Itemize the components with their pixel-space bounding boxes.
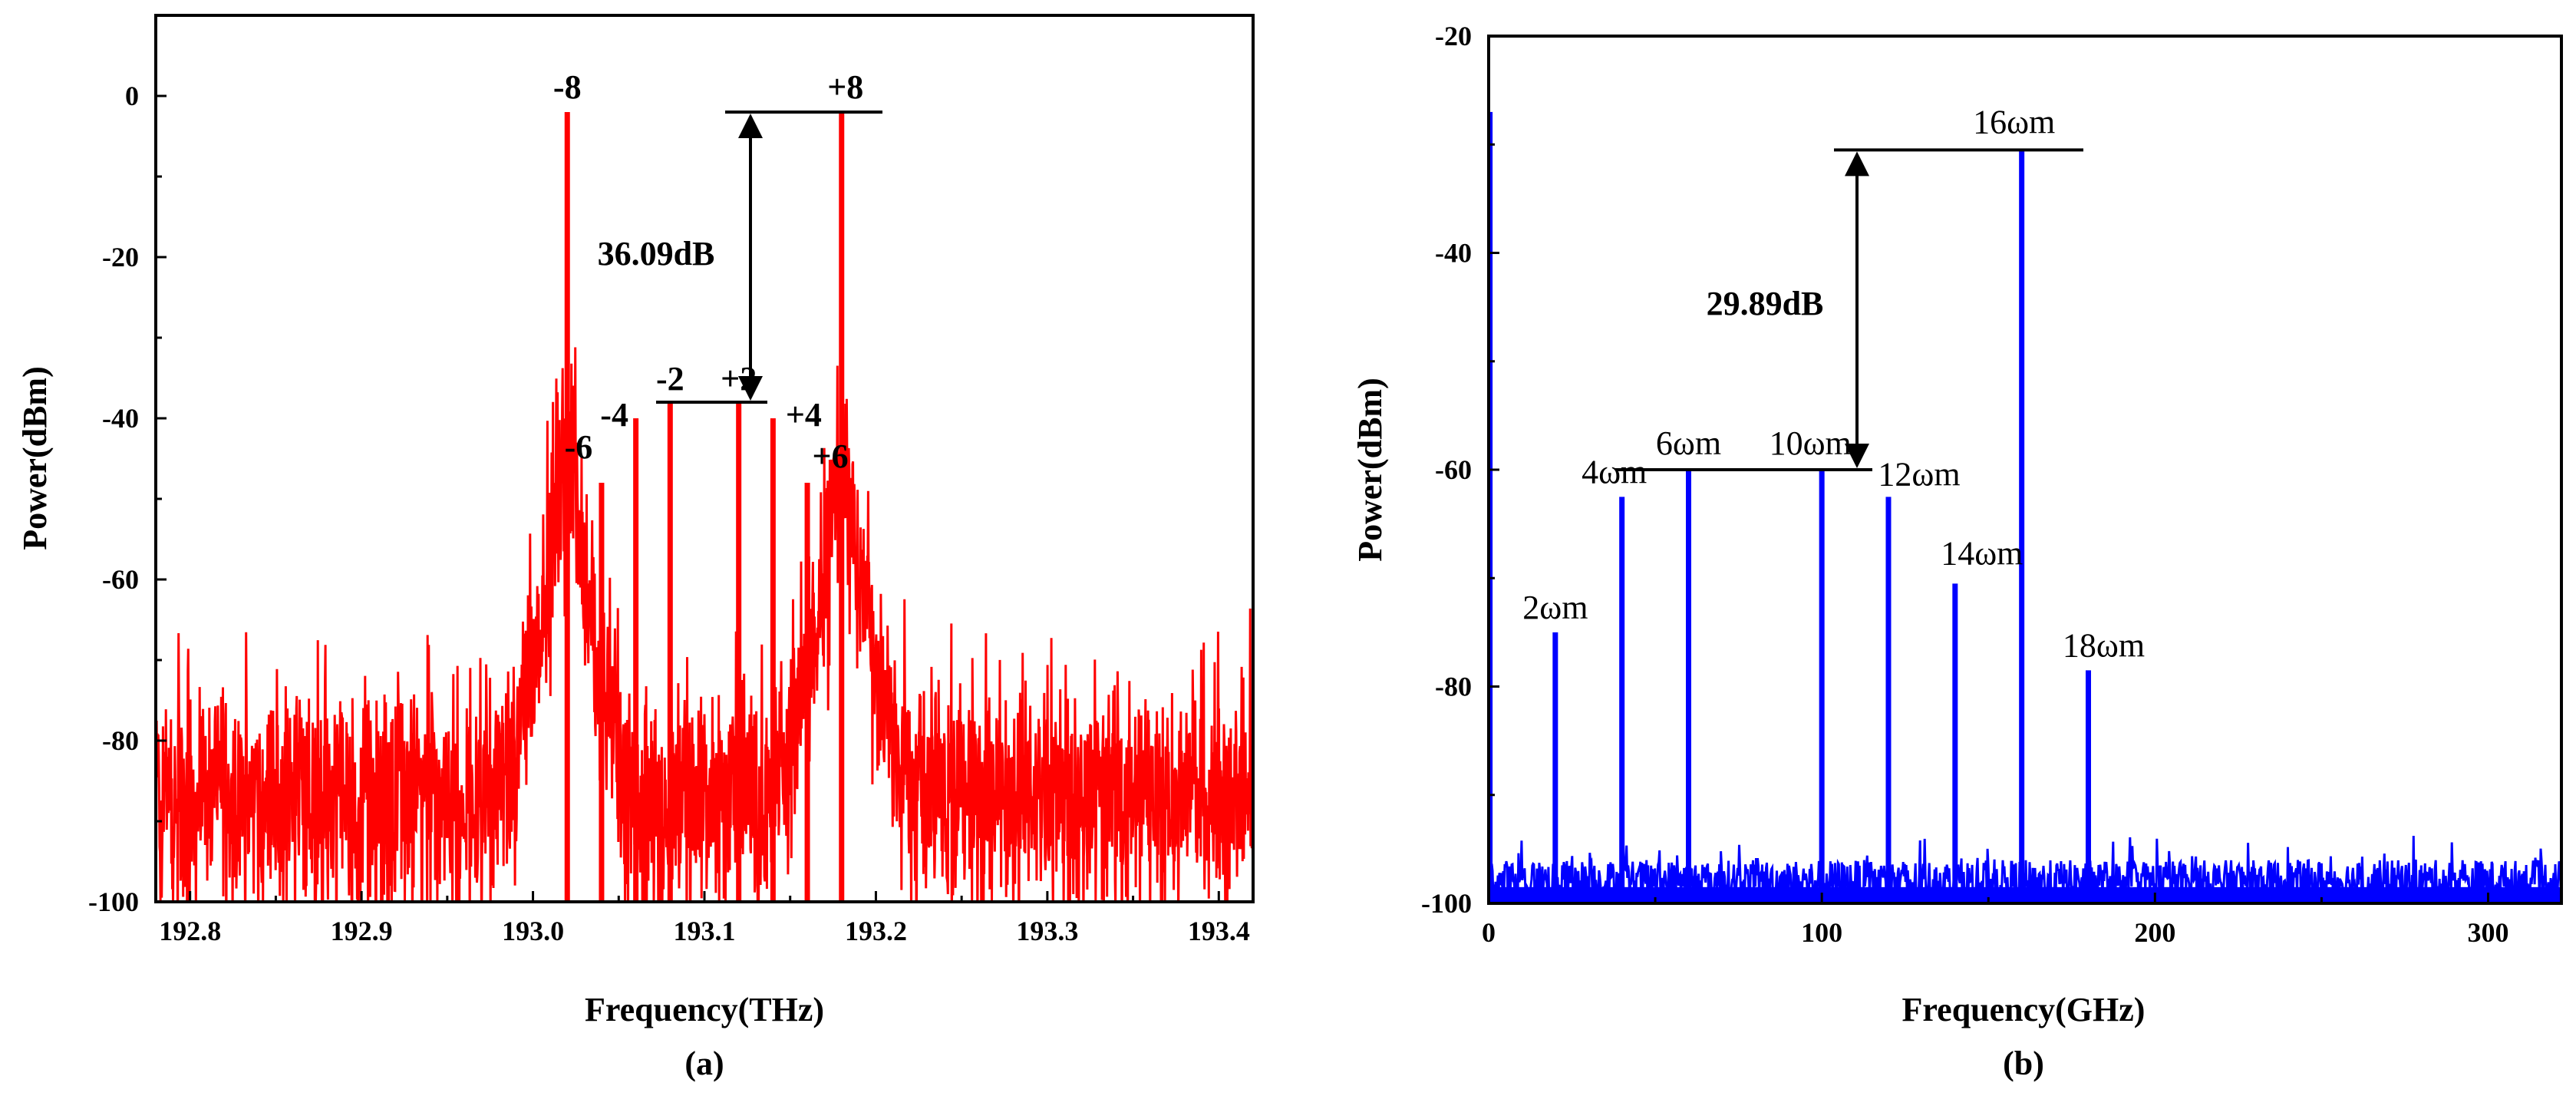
y-tick-label: -100 [88, 886, 139, 917]
y-tick-label: -60 [1435, 454, 1472, 485]
panel-b-y-axis-title: Power(dBm) [1351, 378, 1389, 562]
panel-b-peak-label: 12ωm [1878, 455, 1960, 493]
panel-b-floor-fill [1489, 886, 2561, 903]
x-tick-label: 0 [1482, 917, 1496, 948]
x-tick-label: 192.8 [159, 916, 221, 946]
panel-b-peak-label: 6ωm [1656, 424, 1721, 462]
panel-b-peak-label: 4ωm [1582, 453, 1647, 490]
panel-a-peak-label: +4 [786, 396, 822, 434]
panel-b-peak-label: 10ωm [1770, 424, 1852, 462]
y-tick-label: -40 [102, 403, 139, 434]
panel-b-arrow-head-down [1845, 444, 1869, 468]
y-tick-label: -60 [102, 564, 139, 595]
panel-b-label: (b) [2003, 1045, 2044, 1082]
x-tick-label: 193.2 [845, 916, 907, 946]
panel-a-plot-area [156, 112, 1253, 902]
y-tick-label: -20 [102, 242, 139, 272]
panel-b-plot-area [1489, 111, 2561, 903]
x-tick-label: 193.4 [1188, 916, 1250, 946]
panel-a-peak-label: -8 [553, 68, 582, 106]
panel-b-x-axis-title: Frequency(GHz) [1902, 991, 2146, 1028]
x-tick-label: 193.1 [674, 916, 736, 946]
panel-a-peak-label: +6 [813, 437, 849, 475]
x-tick-label: 193.0 [502, 916, 564, 946]
y-tick-label: 0 [125, 81, 139, 111]
x-tick-label: 193.3 [1016, 916, 1078, 946]
panel-a-peak-label: -6 [565, 428, 593, 466]
panel-b-x-ticks: 0 100 200 300 [1482, 893, 2508, 948]
panel-a-peak-label: +8 [827, 68, 863, 106]
panel-a-chart: 192.8 192.9 193.0 193.1 193.2 193.3 193.4 0-20… [16, 14, 1255, 1082]
panel-a-y-axis-title: Power(dBm) [16, 366, 54, 550]
x-tick-label: 100 [1801, 917, 1842, 948]
panel-b-peak-label: 18ωm [2063, 626, 2145, 664]
panel-a-peak-label: -4 [600, 396, 628, 434]
panel-a-y-ticks: 0 -20 -40 -60 -80 -100 [88, 81, 167, 917]
panel-b-peak-label: 16ωm [1973, 103, 2055, 140]
panel-b-peak-label: 2ωm [1522, 589, 1588, 626]
panel-a-arrow-head-down [738, 376, 763, 401]
y-tick-label: -20 [1435, 21, 1472, 51]
panel-a-label: (a) [684, 1045, 724, 1082]
x-tick-label: 300 [2467, 917, 2508, 948]
panel-a-spectrum-trace [156, 347, 1253, 902]
y-tick-label: -80 [102, 725, 139, 756]
panel-a-annotations: -8-6-4-2 +2+4+6+836.09dB [553, 68, 882, 475]
y-tick-label: -40 [1435, 238, 1472, 269]
panel-a-x-ticks: 192.8 192.9 193.0 193.1 193.2 193.3 193.4 [159, 891, 1250, 946]
x-tick-label: 200 [2134, 917, 2175, 948]
panel-a-db-annotation: 36.09dB [598, 235, 715, 272]
panel-a-x-axis-title: Frequency(THz) [585, 991, 824, 1028]
panel-b-y-ticks: -20 -40 -60 -80 -100 [1421, 21, 1499, 919]
panel-a-arrow-head-up [738, 114, 763, 138]
x-tick-label: 192.9 [331, 916, 393, 946]
y-tick-label: -100 [1421, 888, 1472, 919]
panel-b-db-annotation: 29.89dB [1707, 285, 1824, 322]
panel-a-peak-label: -2 [656, 360, 684, 398]
panel-b-peak-label: 14ωm [1941, 534, 2023, 572]
panel-b-arrow-head-up [1845, 151, 1869, 177]
y-tick-label: -80 [1435, 672, 1472, 702]
